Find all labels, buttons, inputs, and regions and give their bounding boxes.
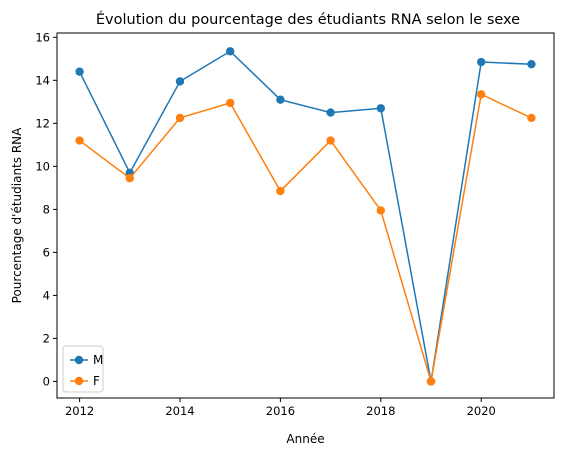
data-point-F <box>75 136 84 145</box>
data-point-F <box>125 173 134 183</box>
x-tick-label: 2012 <box>65 404 94 418</box>
x-tick-label: 2018 <box>366 404 395 418</box>
data-point-F <box>326 136 335 145</box>
data-point-F <box>477 90 486 99</box>
data-point-M <box>477 57 486 67</box>
y-tick-label: 2 <box>43 331 50 345</box>
x-tick-label: 2014 <box>165 404 194 418</box>
y-tick-label: 6 <box>43 245 50 259</box>
data-point-F <box>376 206 386 215</box>
y-tick-label: 10 <box>35 159 50 173</box>
x-axis-label: Année <box>286 432 324 446</box>
data-point-F <box>426 377 436 386</box>
data-point-F <box>276 186 285 196</box>
x-tick-label: 2020 <box>467 404 496 418</box>
y-tick-label: 12 <box>35 116 50 130</box>
x-axis: 2012 2014 2016 2018 2020 <box>65 398 496 418</box>
data-point-M <box>376 104 386 113</box>
data-point-M <box>225 47 235 56</box>
legend-swatch-marker <box>74 376 84 386</box>
data-point-F <box>527 113 536 123</box>
series-layer <box>75 47 536 386</box>
data-point-F <box>175 113 185 123</box>
y-axis-label: Pourcentage d'étudiants RNA <box>10 127 24 303</box>
data-point-M <box>75 67 84 76</box>
x-tick-label: 2016 <box>266 404 295 418</box>
data-point-M <box>276 95 285 104</box>
series-line-M <box>78 50 532 382</box>
data-point-F <box>225 98 235 108</box>
y-tick-label: 8 <box>43 202 50 216</box>
legend-swatch-marker <box>74 355 84 365</box>
y-tick-label: 4 <box>43 288 50 302</box>
legend: MF <box>62 345 104 393</box>
data-point-M <box>326 108 335 117</box>
legend-label: M <box>93 353 103 367</box>
y-tick-label: 14 <box>35 73 50 87</box>
y-tick-label: 0 <box>43 374 50 388</box>
series-line-F <box>79 93 532 382</box>
plot-area <box>56 32 555 399</box>
data-point-M <box>175 77 185 86</box>
data-point-M <box>527 59 536 69</box>
y-axis: 0 2 4 6 8 10 12 14 16 <box>35 30 57 388</box>
y-tick-label: 16 <box>35 30 50 44</box>
chart-title: Évolution du pourcentage des étudiants R… <box>96 11 520 28</box>
legend-label: F <box>93 374 100 388</box>
